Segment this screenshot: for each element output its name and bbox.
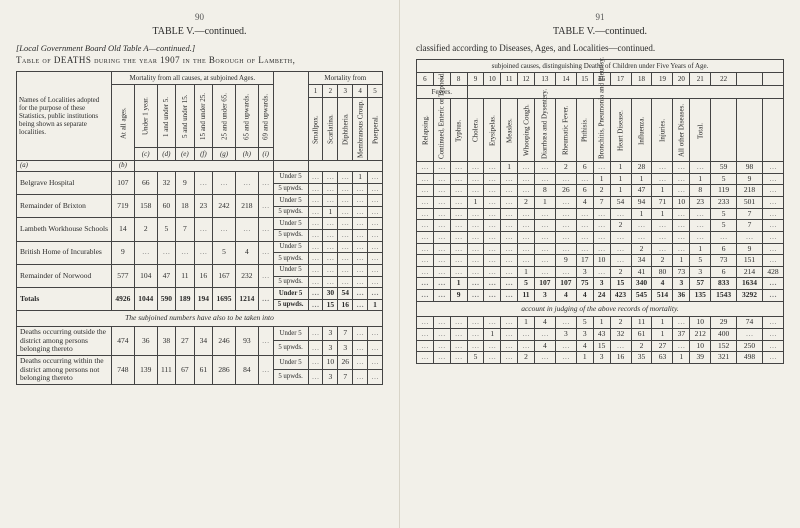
- page-right: 91 TABLE V.—continued. classified accord…: [400, 0, 800, 528]
- page-left: 90 TABLE V.—continued. [Local Government…: [0, 0, 400, 528]
- table-row: Remainder of Brixton719158601823242218…U…: [17, 195, 383, 207]
- table-row: Remainder of Norwood577104471116167232…U…: [17, 264, 383, 276]
- table-title-right: TABLE V.—continued.: [416, 26, 784, 37]
- page-spread: 90 TABLE V.—continued. [Local Government…: [0, 0, 800, 528]
- table-row: …………1………33433261137212400……: [417, 328, 784, 340]
- table-title-left: TABLE V.—continued.: [16, 26, 383, 37]
- subhead-left: [Local Government Board Old Table A—cont…: [16, 43, 383, 53]
- table-right-totals: ……1………51071077531534043578331634………9………1…: [417, 278, 784, 301]
- colgroup-mortality-all: Mortality from all causes, at subjoined …: [112, 72, 274, 85]
- page-number-left: 90: [16, 12, 383, 22]
- table-row: Totals4926104459018919416951214…Under 5……: [17, 288, 383, 300]
- table-row: ………………1……3…241807336214428: [417, 266, 784, 278]
- main-heading-left: Table of DEATHS during the year 1907 in …: [16, 55, 383, 65]
- table-row: Deaths occurring within the district amo…: [17, 355, 383, 369]
- table-row: ……9………11344244235455143613515433292…: [417, 290, 784, 302]
- table-row: ………1……21…475494711023233501…: [417, 197, 784, 209]
- col-localities: Names of Localities adopted for the purp…: [17, 72, 112, 161]
- table-row: …………………………………………………: [417, 231, 784, 243]
- interband-right: account in judging of the above records …: [417, 301, 784, 317]
- table-row: …………………4…415…227…10152250…: [417, 340, 784, 352]
- table-row: Lambeth Workhouse Schools14257…………Under …: [17, 218, 383, 230]
- col-atall: At all ages.: [112, 85, 135, 161]
- table-row: ………5……2……13163563139321498…: [417, 352, 784, 364]
- table-row: Deaths occurring outside the district am…: [17, 327, 383, 341]
- table-row: ……………1……26…128………5998…: [417, 162, 784, 174]
- colgroup-mortality-from: Mortality from: [308, 72, 382, 85]
- table-right-body2: ………………14…512111…102974……………1………334332611…: [417, 317, 784, 364]
- table-row: …………………………111……159…: [417, 173, 784, 185]
- table-row: ………………14…512111…102974…: [417, 317, 784, 329]
- main-heading-right: classified according to Diseases, Ages, …: [416, 43, 784, 53]
- table-left-totals: Totals4926104459018919416951214…Under 5……: [17, 288, 383, 311]
- table-row: …………………826621471…8119218…: [417, 185, 784, 197]
- table-row: ……………………91710…3421573151…: [417, 255, 784, 267]
- table-row: Belgrave Hospital10766329…………Under 5………1…: [17, 171, 383, 183]
- table-row: British Home of Incurables9…………54…Under …: [17, 241, 383, 253]
- table-row: ………………………………11……57…: [417, 208, 784, 220]
- table-row: ………………………………2……169…: [417, 243, 784, 255]
- interband-left: The subjoined numbers have also to be ta…: [17, 311, 383, 327]
- table-left: Names of Localities adopted for the purp…: [16, 71, 383, 385]
- table-row: ……………………………2…………57…: [417, 220, 784, 232]
- table-left-body: Belgrave Hospital10766329…………Under 5………1…: [17, 171, 383, 287]
- col-sub-age: [273, 72, 308, 161]
- table-right: subjoined causes, distinguishing Deaths …: [416, 59, 784, 364]
- row-cause-labels: Relapsing.Continued, Enteric or Typhoid.…: [417, 99, 784, 162]
- table-right-body: ……………1……26…128………5998……………………………111……159…: [417, 162, 784, 278]
- page-number-right: 91: [416, 12, 784, 22]
- table-row: ……1………51071077531534043578331634…: [417, 278, 784, 290]
- table-left-body2: Deaths occurring outside the district am…: [17, 327, 383, 385]
